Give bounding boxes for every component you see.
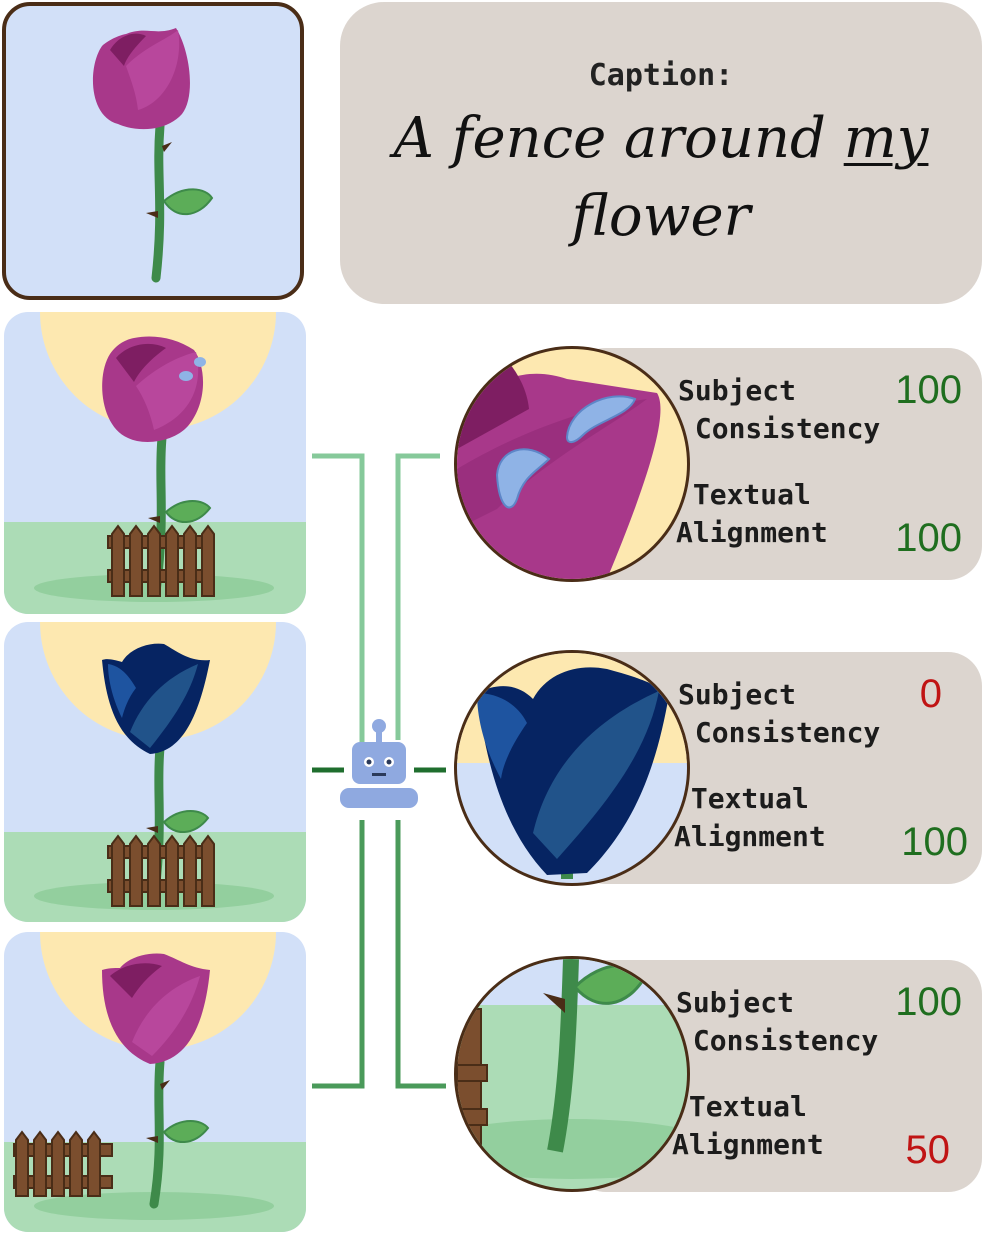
- caption-text: A fence around my flower: [370, 100, 952, 256]
- caption-text-start: A fence around: [393, 106, 844, 171]
- generated-image-1: [4, 312, 306, 614]
- generated-flower-2-illustration: [4, 622, 306, 922]
- caption-text-emphasis: my: [843, 106, 929, 171]
- text-score-1: 100: [895, 516, 962, 560]
- metric-textual-label-2: Textual Alignment: [674, 782, 826, 853]
- metric-textual-label-3: Textual Alignment: [672, 1090, 824, 1161]
- subject-score-1: 100: [895, 368, 962, 412]
- text-score-3: 50: [905, 1128, 951, 1172]
- subject-score-3: 100: [895, 980, 962, 1024]
- generated-flower-1-illustration: [4, 312, 306, 614]
- zoom-detail-3: [454, 956, 690, 1192]
- connector-lines: [312, 453, 446, 1089]
- reference-flower-illustration: [92, 28, 214, 283]
- metric-subject-label-1: Subject Consistency: [678, 374, 881, 445]
- caption-label: Caption:: [588, 58, 734, 93]
- metric-textual-label-1: Textual Alignment: [676, 478, 828, 549]
- generated-image-3: [4, 932, 306, 1232]
- caption-text-end: flower: [571, 184, 751, 249]
- text-score-2: 100: [901, 820, 968, 864]
- subject-score-2: 0: [919, 672, 942, 716]
- caption-box: Caption: A fence around my flower: [340, 2, 982, 304]
- reference-image-panel: [2, 2, 304, 300]
- generated-image-2: [4, 622, 306, 922]
- generated-flower-3-illustration: [4, 932, 306, 1232]
- zoom-detail-1: [454, 346, 690, 582]
- metric-subject-label-3: Subject Consistency: [676, 986, 879, 1057]
- robot-evaluator-icon: [338, 716, 420, 812]
- metric-subject-label-2: Subject Consistency: [678, 678, 881, 749]
- zoom-detail-2: [454, 650, 690, 886]
